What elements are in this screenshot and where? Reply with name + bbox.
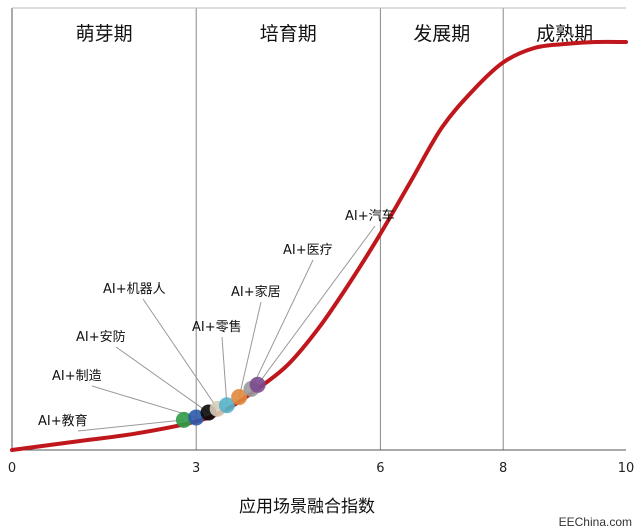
annotation-marker bbox=[249, 376, 266, 393]
annotation-labels: AI+教育 AI+制造 AI+安防 AI+机器人 AI+零售 AI+家居 AI+医疗 AI+汽… bbox=[38, 208, 395, 429]
annotation-leader-line bbox=[91, 385, 197, 418]
phase-label: 培育期 bbox=[260, 23, 317, 45]
x-tick-labels: 0 3 6 8 10 bbox=[8, 461, 634, 476]
annotation-label: AI+医疗 bbox=[283, 243, 333, 258]
annotation-label: AI+汽车 bbox=[345, 208, 395, 224]
annotation-leader-line bbox=[257, 225, 376, 386]
phase-label: 发展期 bbox=[413, 23, 470, 45]
annotation-leader-line bbox=[115, 346, 209, 413]
annotation-label: AI+制造 bbox=[52, 369, 102, 384]
annotation-leader-lines bbox=[77, 225, 376, 432]
annotation-marker bbox=[175, 411, 192, 428]
phase-dividers bbox=[195, 8, 504, 450]
annotation-marker bbox=[218, 397, 235, 414]
annotation-leader-line bbox=[142, 298, 219, 410]
annotation-label: AI+家居 bbox=[231, 284, 281, 300]
axes bbox=[11, 7, 626, 451]
annotation-leader-line bbox=[77, 419, 184, 432]
annotation-label: AI+教育 bbox=[38, 413, 88, 429]
annotation-marker bbox=[188, 409, 205, 426]
x-tick-label: 10 bbox=[618, 461, 635, 476]
x-tick-label: 6 bbox=[376, 461, 384, 476]
annotation-leader-line bbox=[251, 259, 314, 390]
annotation-label: AI+机器人 bbox=[103, 282, 166, 297]
x-tick-label: 8 bbox=[499, 461, 507, 476]
annotation-markers bbox=[175, 376, 266, 428]
phase-label: 萌芽期 bbox=[76, 23, 133, 45]
annotation-leader-line bbox=[238, 301, 262, 398]
annotation-marker bbox=[231, 389, 248, 406]
x-axis-label: 应用场景融合指数 bbox=[239, 497, 375, 517]
watermark: EEChina.com bbox=[559, 515, 632, 529]
annotation-label: AI+零售 bbox=[192, 319, 242, 335]
annotation-leader-line bbox=[221, 336, 228, 406]
x-tick-label: 0 bbox=[8, 461, 16, 476]
annotation-label: AI+安防 bbox=[76, 329, 126, 345]
phase-label: 成熟期 bbox=[536, 23, 593, 45]
x-tick-label: 3 bbox=[192, 461, 200, 476]
phase-labels: 萌芽期 培育期 发展期 成熟期 bbox=[76, 23, 594, 45]
